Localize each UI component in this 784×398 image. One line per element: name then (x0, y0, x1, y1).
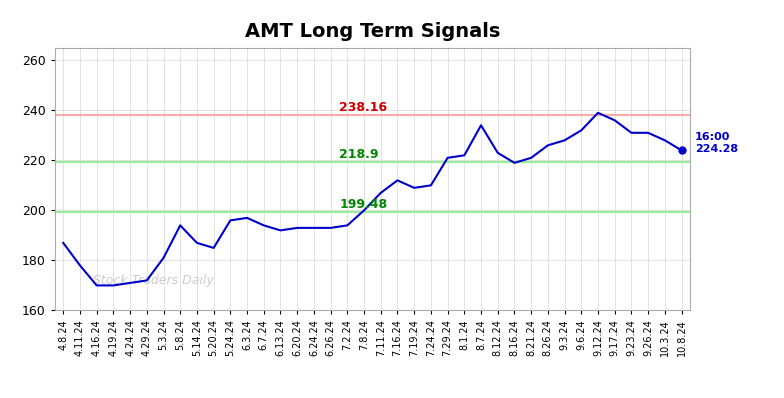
Text: Stock Traders Daily: Stock Traders Daily (93, 274, 214, 287)
Text: 16:00
224.28: 16:00 224.28 (695, 132, 738, 154)
Text: 199.48: 199.48 (339, 198, 387, 211)
Title: AMT Long Term Signals: AMT Long Term Signals (245, 21, 500, 41)
Text: 218.9: 218.9 (339, 148, 379, 161)
Text: 238.16: 238.16 (339, 101, 387, 114)
